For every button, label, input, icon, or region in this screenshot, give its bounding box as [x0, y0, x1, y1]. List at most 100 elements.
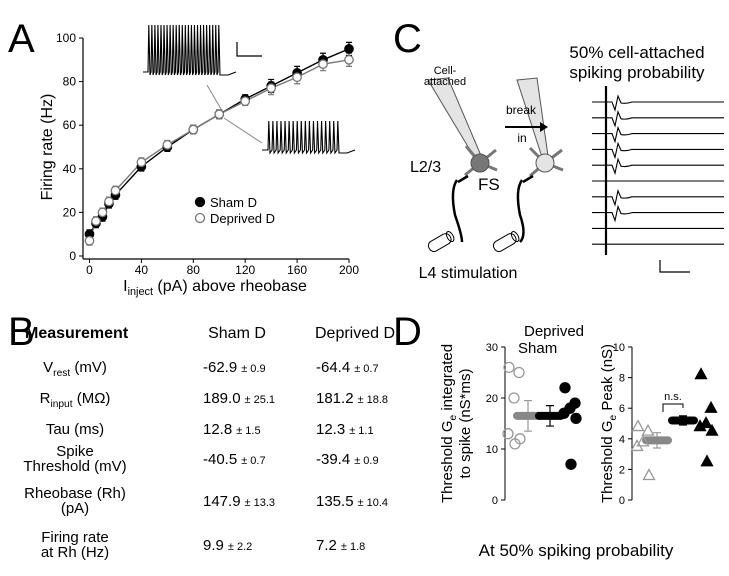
- trace: [592, 188, 724, 207]
- cell-value: -64.4 ± 0.7: [316, 359, 379, 376]
- point: [570, 412, 582, 425]
- row-label: Threshold (mV): [23, 458, 126, 475]
- point: [502, 428, 514, 440]
- point: [694, 367, 708, 380]
- x-tick-label: 0: [86, 263, 93, 277]
- text-segment: Peak (nS): [599, 344, 616, 415]
- sem-value: ± 0.7: [241, 455, 265, 467]
- mean-value: 12.8: [203, 421, 232, 438]
- text-segment: (pA) above rheobase: [153, 278, 307, 295]
- diagram-title: 50% cell-attached: [569, 43, 704, 62]
- cell-value: 189.0 ± 25.1: [203, 390, 275, 407]
- footer: At 50% spiking probability: [479, 541, 674, 560]
- y-axis-label: Threshold Ge Peak (nS): [599, 344, 619, 503]
- point: [630, 439, 644, 452]
- point: [631, 419, 645, 432]
- point: [91, 216, 101, 226]
- cell-value: -39.4 ± 0.9: [316, 451, 379, 468]
- text-segment: (pA): [61, 500, 89, 517]
- cell-value: 7.2 ± 1.8: [316, 537, 365, 554]
- inset-trace: [143, 24, 237, 76]
- annotation: n.s.: [664, 391, 682, 403]
- point: [693, 419, 707, 432]
- traces: [143, 24, 724, 245]
- text-segment: I: [123, 278, 127, 295]
- point: [565, 458, 577, 470]
- point: [559, 382, 571, 394]
- sem-value: ± 0.7: [354, 363, 378, 375]
- arrow-label: break: [506, 103, 537, 117]
- row-label: Vrest (mV): [43, 359, 107, 379]
- point: [699, 416, 713, 429]
- inset-trace: [262, 120, 356, 155]
- text-segment: Threshold (mV): [23, 458, 126, 475]
- point: [642, 468, 656, 481]
- mean-value: -64.4: [316, 359, 350, 376]
- y-axis-label: to spike (nS*ms): [457, 368, 474, 478]
- trace: [592, 109, 724, 128]
- mean-value: 9.9: [203, 537, 224, 554]
- text-segment: Spike: [56, 443, 94, 460]
- y-tick-label: 0: [69, 249, 76, 263]
- mean-value: 135.5: [316, 493, 354, 510]
- y-tick-label: 6: [619, 403, 625, 415]
- stimulation-label: L4 stimulation: [419, 265, 518, 282]
- text-segment: (MΩ): [73, 390, 111, 407]
- point: [188, 124, 199, 135]
- point: [97, 207, 108, 218]
- mean-value: 12.3: [316, 421, 345, 438]
- cell-label: FS: [478, 175, 500, 194]
- y-axis-label: Firing rate (Hz): [39, 94, 56, 201]
- row-label: Tau (ms): [46, 421, 104, 438]
- cell-value: 12.3 ± 1.1: [316, 421, 374, 438]
- point: [240, 96, 251, 107]
- text-segment: rest: [53, 368, 70, 379]
- x-tick-label: 200: [339, 263, 359, 277]
- x-axis-label: Iinject (pA) above rheobase: [123, 278, 307, 298]
- mean-value: -40.5: [203, 451, 237, 468]
- point: [214, 109, 225, 120]
- x-tick-label: 40: [135, 263, 149, 277]
- text-segment: R: [40, 390, 51, 407]
- mean-value: 181.2: [316, 390, 354, 407]
- point: [704, 400, 718, 413]
- cell-value: -62.9 ± 0.9: [203, 359, 266, 376]
- panel-letter: C: [393, 17, 422, 61]
- sem-value: ± 0.9: [354, 455, 378, 467]
- row-label: at Rh (Hz): [41, 544, 109, 561]
- sem-value: ± 2.2: [228, 541, 252, 553]
- y-tick-label: 8: [619, 373, 625, 385]
- trace: [592, 204, 724, 223]
- mean-value: 147.9: [203, 493, 241, 510]
- text-segment: Firing rate: [41, 529, 109, 546]
- point: [136, 157, 147, 168]
- legend-label: Deprived: [524, 323, 584, 340]
- y-tick-label: 60: [63, 118, 77, 132]
- legend-label: Sham: [518, 340, 557, 357]
- text-segment: Threshold G: [599, 421, 616, 504]
- text-segment: integrated: [439, 344, 456, 415]
- row-label: Firing rate: [41, 529, 109, 546]
- y-tick-label: 4: [619, 434, 625, 446]
- sem-value: ± 1.8: [341, 541, 365, 553]
- x-tick-label: 160: [287, 263, 307, 277]
- text-segment: (mV): [70, 359, 107, 376]
- text-segment: V: [43, 359, 53, 376]
- panel-letter: B: [8, 310, 35, 354]
- arrow-label: in: [517, 131, 526, 145]
- mean-value: -39.4: [316, 451, 350, 468]
- point: [110, 185, 121, 196]
- panel-letter: A: [8, 17, 35, 61]
- y-tick-label: 40: [63, 162, 77, 176]
- point: [318, 59, 328, 70]
- legend-label: Sham D: [210, 195, 257, 210]
- y-tick-label: 10: [613, 342, 625, 354]
- sem-value: ± 10.4: [358, 497, 389, 509]
- y-tick-label: 100: [56, 31, 76, 45]
- sem-value: ± 25.1: [245, 394, 276, 406]
- sem-value: ± 1.1: [349, 425, 373, 437]
- text-segment: e: [608, 415, 619, 421]
- x-tick-label: 80: [187, 263, 201, 277]
- text-segment: inject: [128, 286, 153, 298]
- point: [292, 72, 302, 83]
